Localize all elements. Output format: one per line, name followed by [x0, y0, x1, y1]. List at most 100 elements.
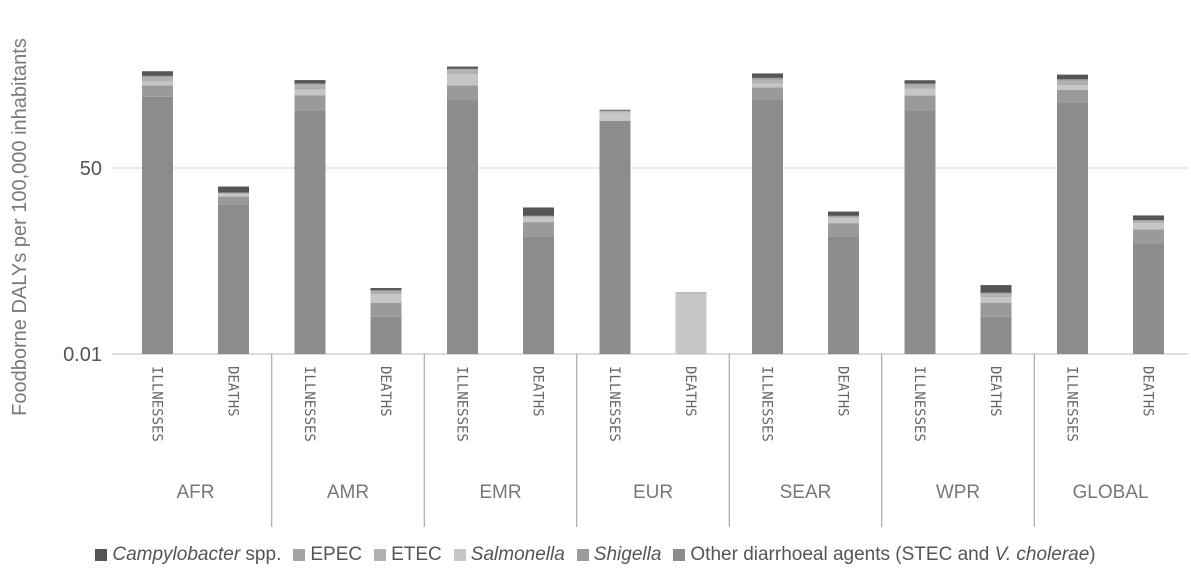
bar-segment-emr-illnesses: [447, 100, 478, 355]
bar-segment-afr-illnesses: [142, 81, 173, 86]
legend-swatch-etec: [374, 549, 387, 561]
bar-segment-global-deaths: [1133, 215, 1164, 221]
region-label: EMR: [479, 482, 521, 503]
bar-segment-emr-deaths: [523, 222, 554, 237]
category-label: ILLNESSES: [606, 366, 622, 442]
bar-segment-wpr-deaths: [980, 292, 1012, 295]
bar-segment-sear-deaths: [828, 236, 859, 354]
bar-segment-amr-deaths: [370, 291, 402, 295]
bar-segment-amr-deaths: [370, 316, 402, 354]
bar-segment-sear-deaths: [828, 217, 859, 219]
bar-group-sear: [752, 73, 859, 355]
bar-segment-eur-illnesses: [599, 112, 631, 122]
bar-segment-eur-illnesses: [599, 110, 631, 112]
y-tick-labels: 500.01: [63, 158, 102, 366]
bar-group-eur: [599, 109, 707, 354]
category-label: ILLNESSES: [911, 366, 927, 442]
bar-segment-afr-illnesses: [142, 75, 173, 78]
bar-segment-afr-illnesses: [142, 77, 173, 82]
bar-segment-afr-deaths: [218, 193, 249, 195]
bar-segment-amr-deaths: [370, 288, 402, 291]
bar-segment-global-deaths: [1133, 220, 1164, 222]
bar-segment-amr-deaths: [370, 302, 402, 317]
bar-segment-global-illnesses: [1057, 102, 1088, 354]
bar-segment-afr-illnesses: [142, 85, 173, 97]
legend-item-shigella: Shigella: [576, 544, 662, 566]
bar-segment-afr-deaths: [218, 186, 249, 193]
bar-group-global: [1057, 74, 1164, 354]
bar-segment-sear-illnesses: [752, 73, 783, 78]
bar-segment-global-illnesses: [1057, 85, 1088, 90]
legend-label-other-italic: V. cholerae: [994, 544, 1090, 565]
category-label: DEATHS: [1140, 366, 1156, 417]
bar-segment-afr-illnesses: [142, 96, 173, 355]
bar-group-afr: [142, 71, 249, 355]
bar-segment-sear-illnesses: [752, 83, 783, 88]
bar-segment-global-deaths: [1133, 229, 1164, 244]
bar-segment-amr-deaths: [370, 294, 402, 303]
bar-segment-afr-deaths: [218, 192, 249, 194]
category-label: ILLNESSES: [1064, 366, 1080, 442]
bar-group-wpr: [904, 80, 1012, 354]
region-label: GLOBAL: [1072, 482, 1148, 503]
bar-group-amr: [294, 80, 402, 354]
bar-segment-wpr-illnesses: [904, 80, 936, 84]
x-axis: ILLNESSES DEATHS AFR ILLNESSES DEATHS AMR ILLN…: [149, 354, 1156, 527]
legend-item-epec: EPEC: [293, 544, 362, 566]
bar-segment-wpr-deaths: [980, 297, 1012, 303]
category-label: ILLNESSES: [301, 366, 317, 442]
legend-label-epec: EPEC: [310, 544, 363, 565]
bar-segment-emr-illnesses: [447, 70, 478, 75]
legend-item-campylobacter: Campylobacter spp.: [95, 544, 281, 566]
bar-segment-wpr-deaths: [980, 294, 1012, 298]
bar-segment-wpr-deaths: [980, 285, 1012, 293]
bar-segment-global-deaths: [1133, 223, 1164, 230]
legend-item-salmonella: Salmonella: [453, 544, 565, 566]
legend-swatch-epec: [293, 549, 306, 561]
legend-item-other: Other diarrhoeal agents (STEC and V. cho…: [673, 544, 1096, 566]
category-label: DEATHS: [987, 366, 1003, 417]
bar-segment-amr-deaths: [370, 290, 402, 292]
bar-group-emr: [447, 66, 554, 355]
legend-label-other-suffix: ): [1089, 544, 1096, 565]
region-label: EUR: [633, 482, 673, 503]
bar-segment-sear-illnesses: [752, 80, 783, 84]
bar-segment-amr-illnesses: [294, 85, 326, 90]
y-axis-label: Foodborne DALYs per 100,000 inhabitants: [9, 38, 31, 416]
category-label: DEATHS: [225, 366, 241, 417]
bar-segment-sear-deaths: [828, 215, 859, 218]
gridlines: [112, 167, 1188, 355]
legend-label-other-prefix: Other diarrhoeal agents (STEC and: [690, 544, 995, 565]
bar-segment-global-illnesses: [1057, 79, 1088, 82]
category-label: ILLNESSES: [149, 366, 165, 442]
category-label: ILLNESSES: [759, 366, 775, 442]
legend-item-etec: ETEC: [374, 544, 442, 566]
bar-segment-emr-illnesses: [447, 68, 478, 71]
bar-segment-emr-deaths: [523, 217, 554, 223]
bar-segment-emr-illnesses: [447, 66, 478, 69]
bar-segment-emr-deaths: [523, 215, 554, 217]
bar-segment-emr-deaths: [523, 207, 554, 216]
bar-segment-emr-illnesses: [447, 85, 478, 101]
legend-swatch-shigella: [576, 549, 589, 561]
bar-segment-global-illnesses: [1057, 81, 1088, 86]
bar-segment-emr-deaths: [523, 216, 554, 218]
bar-segment-amr-illnesses: [294, 83, 326, 86]
bar-segment-amr-illnesses: [294, 80, 326, 84]
legend-label-shigella: Shigella: [593, 544, 662, 565]
region-label: WPR: [936, 482, 980, 503]
bar-segment-eur-illnesses: [599, 109, 631, 111]
legend-swatch-other: [673, 549, 686, 561]
bar-segment-afr-deaths: [218, 196, 249, 205]
bar-segment-global-deaths: [1133, 221, 1164, 224]
y-tick-label: 50: [80, 158, 102, 180]
category-label: ILLNESSES: [454, 366, 470, 442]
bar-segment-wpr-illnesses: [904, 111, 936, 354]
bar-segment-sear-deaths: [828, 218, 859, 224]
bar-segment-sear-illnesses: [752, 77, 783, 81]
bar-segment-afr-illnesses: [142, 71, 173, 76]
category-label: DEATHS: [682, 366, 698, 417]
region-label: AMR: [327, 482, 369, 503]
category-label: DEATHS: [530, 366, 546, 417]
bar-segment-sear-deaths: [828, 211, 859, 216]
